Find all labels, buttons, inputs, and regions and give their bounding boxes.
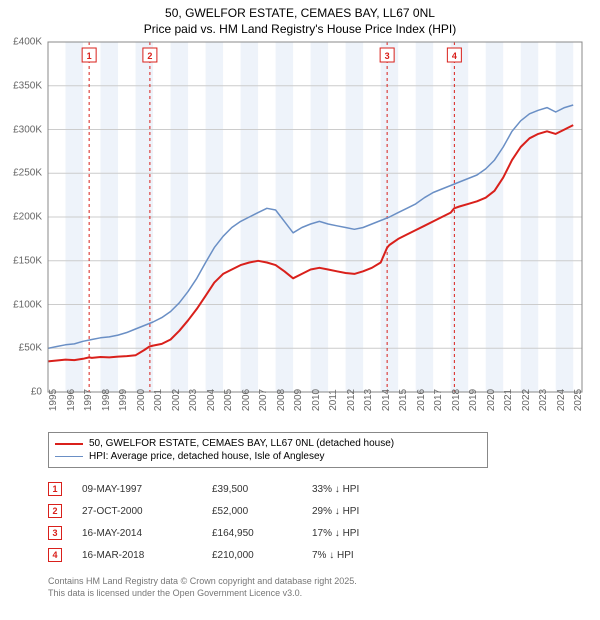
sale-diff: 33% ↓ HPI — [312, 484, 402, 495]
x-tick-label: 1999 — [118, 389, 129, 411]
footer-line-1: Contains HM Land Registry data © Crown c… — [48, 576, 357, 588]
svg-text:3: 3 — [385, 51, 390, 61]
x-axis-labels: 1995199619971998199920002001200220032004… — [48, 396, 582, 436]
x-tick-label: 2020 — [486, 389, 497, 411]
x-tick-label: 2015 — [398, 389, 409, 411]
legend-item: HPI: Average price, detached house, Isle… — [55, 450, 481, 463]
footer-text: Contains HM Land Registry data © Crown c… — [48, 576, 357, 599]
x-tick-label: 2012 — [346, 389, 357, 411]
y-tick-label: £350K — [0, 80, 42, 91]
legend-swatch — [55, 456, 83, 458]
sale-price: £39,500 — [212, 484, 292, 495]
x-tick-label: 2000 — [136, 389, 147, 411]
sale-marker-box: 3 — [48, 526, 62, 540]
x-tick-label: 2003 — [188, 389, 199, 411]
sale-diff: 29% ↓ HPI — [312, 506, 402, 517]
x-tick-label: 2022 — [521, 389, 532, 411]
chart-container: 50, GWELFOR ESTATE, CEMAES BAY, LL67 0NL… — [0, 0, 600, 620]
sale-price: £210,000 — [212, 550, 292, 561]
x-tick-label: 2023 — [538, 389, 549, 411]
sales-table: 1 09-MAY-1997 £39,500 33% ↓ HPI 2 27-OCT-2000… — [48, 478, 402, 566]
x-tick-label: 2013 — [363, 389, 374, 411]
svg-text:4: 4 — [452, 51, 457, 61]
y-tick-label: £200K — [0, 212, 42, 223]
x-tick-label: 1996 — [66, 389, 77, 411]
sale-price: £52,000 — [212, 506, 292, 517]
title-line-1: 50, GWELFOR ESTATE, CEMAES BAY, LL67 0NL — [0, 6, 600, 22]
x-tick-label: 1995 — [48, 389, 59, 411]
y-axis-labels: £0£50K£100K£150K£200K£250K£300K£350K£400… — [0, 42, 44, 392]
sale-date: 27-OCT-2000 — [82, 506, 192, 517]
x-tick-label: 2019 — [468, 389, 479, 411]
svg-text:2: 2 — [147, 51, 152, 61]
svg-text:1: 1 — [87, 51, 92, 61]
x-tick-label: 2021 — [503, 389, 514, 411]
sale-row: 2 27-OCT-2000 £52,000 29% ↓ HPI — [48, 500, 402, 522]
x-tick-label: 2024 — [556, 389, 567, 411]
x-tick-label: 1997 — [83, 389, 94, 411]
title-line-2: Price paid vs. HM Land Registry's House … — [0, 22, 600, 38]
x-tick-label: 2018 — [451, 389, 462, 411]
x-tick-label: 2001 — [153, 389, 164, 411]
x-tick-label: 2025 — [573, 389, 584, 411]
sale-marker-box: 1 — [48, 482, 62, 496]
sale-marker-box: 4 — [48, 548, 62, 562]
x-tick-label: 2011 — [328, 389, 339, 411]
sale-marker-box: 2 — [48, 504, 62, 518]
x-tick-label: 2014 — [381, 389, 392, 411]
chart-svg: 1 2 3 4 — [48, 42, 582, 392]
sale-date: 16-MAR-2018 — [82, 550, 192, 561]
x-tick-label: 2002 — [171, 389, 182, 411]
x-tick-label: 1998 — [101, 389, 112, 411]
y-tick-label: £50K — [0, 343, 42, 354]
y-tick-label: £100K — [0, 299, 42, 310]
x-tick-label: 2004 — [206, 389, 217, 411]
sale-row: 1 09-MAY-1997 £39,500 33% ↓ HPI — [48, 478, 402, 500]
y-tick-label: £300K — [0, 124, 42, 135]
sale-price: £164,950 — [212, 528, 292, 539]
legend-swatch — [55, 443, 83, 445]
y-tick-label: £250K — [0, 168, 42, 179]
y-tick-label: £400K — [0, 37, 42, 48]
x-tick-label: 2016 — [416, 389, 427, 411]
chart-title: 50, GWELFOR ESTATE, CEMAES BAY, LL67 0NL… — [0, 0, 600, 37]
x-tick-label: 2005 — [223, 389, 234, 411]
x-tick-label: 2008 — [276, 389, 287, 411]
chart-plot-area: 1 2 3 4 — [48, 42, 582, 392]
sale-row: 3 16-MAY-2014 £164,950 17% ↓ HPI — [48, 522, 402, 544]
x-tick-label: 2017 — [433, 389, 444, 411]
footer-line-2: This data is licensed under the Open Gov… — [48, 588, 357, 600]
sale-date: 09-MAY-1997 — [82, 484, 192, 495]
y-tick-label: £0 — [0, 387, 42, 398]
sale-row: 4 16-MAR-2018 £210,000 7% ↓ HPI — [48, 544, 402, 566]
x-tick-label: 2010 — [311, 389, 322, 411]
x-tick-label: 2009 — [293, 389, 304, 411]
sale-date: 16-MAY-2014 — [82, 528, 192, 539]
legend-label: 50, GWELFOR ESTATE, CEMAES BAY, LL67 0NL… — [89, 438, 394, 449]
x-tick-label: 2006 — [241, 389, 252, 411]
x-tick-label: 2007 — [258, 389, 269, 411]
legend-label: HPI: Average price, detached house, Isle… — [89, 451, 325, 462]
sale-diff: 7% ↓ HPI — [312, 550, 402, 561]
chart-legend: 50, GWELFOR ESTATE, CEMAES BAY, LL67 0NL… — [48, 432, 488, 468]
legend-item: 50, GWELFOR ESTATE, CEMAES BAY, LL67 0NL… — [55, 437, 481, 450]
sale-diff: 17% ↓ HPI — [312, 528, 402, 539]
y-tick-label: £150K — [0, 255, 42, 266]
